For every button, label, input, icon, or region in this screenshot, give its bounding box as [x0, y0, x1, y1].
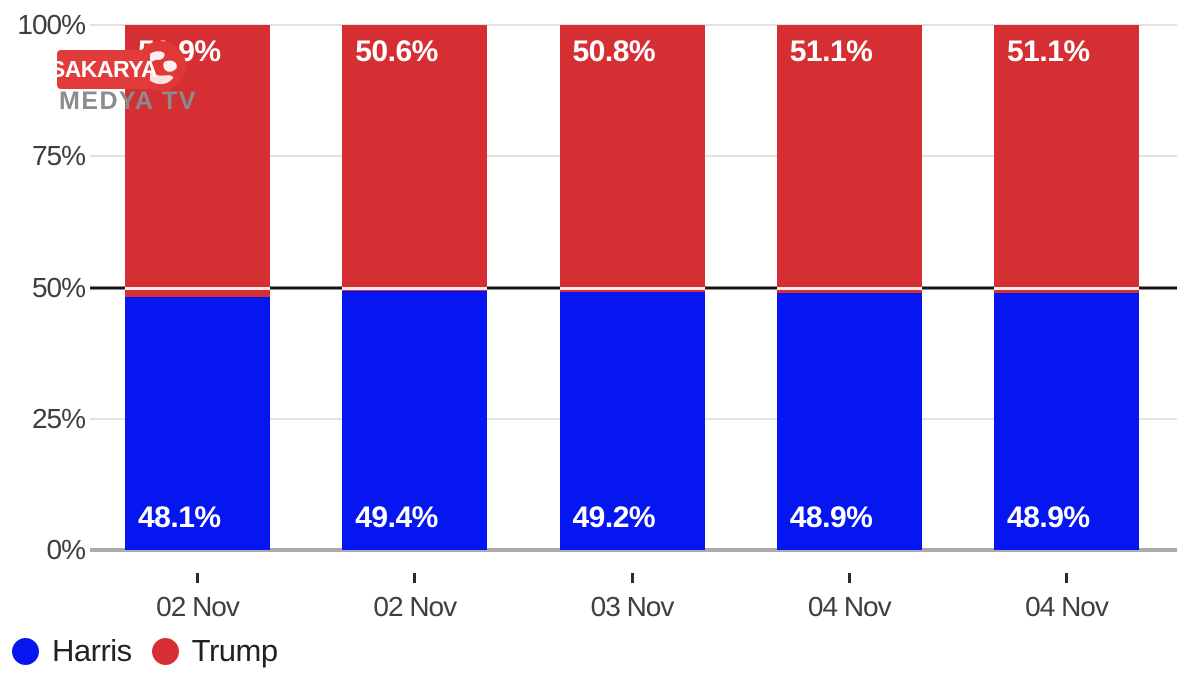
x-axis-labels: 02 Nov 02 Nov 03 Nov 04 Nov 04 Nov	[125, 591, 1139, 625]
harris-value-label: 48.1%	[138, 501, 221, 534]
x-axis-label-4: 04 Nov	[807, 591, 892, 622]
harris-value-label: 48.9%	[789, 501, 873, 534]
bar-segment-harris[interactable]: 48.1%	[125, 297, 270, 550]
logo-text-secondary: MEDYA TV	[59, 87, 197, 115]
y-axis-label-25: 25%	[31, 402, 86, 434]
y-axis-label-0: 0%	[46, 534, 86, 565]
bar-column-4: 51.1% 48.9%	[776, 25, 922, 550]
bar-segment-trump[interactable]: 51.1%	[994, 25, 1139, 294]
bar-column-5: 51.1% 48.9%	[994, 25, 1139, 550]
station-watermark: SAKARYA MEDYA TV	[50, 41, 207, 116]
x-axis-label-3: 03 Nov	[590, 591, 675, 622]
legend: Harris Trump	[12, 633, 278, 669]
x-axis-ticks	[125, 573, 1139, 585]
bar-segment-harris[interactable]: 49.2%	[559, 291, 705, 550]
x-tick-4	[847, 573, 851, 583]
bar-segment-trump[interactable]: 50.6%	[342, 25, 488, 291]
harris-value-label: 49.2%	[572, 501, 656, 534]
bar-segment-trump[interactable]: 50.8%	[559, 25, 705, 292]
x-tick-3	[630, 573, 634, 583]
logo-badge: SAKARYA	[50, 50, 158, 89]
harris-value-label: 48.9%	[1007, 501, 1090, 534]
bar-segment-harris[interactable]: 49.4%	[342, 290, 488, 550]
gridline-0	[90, 548, 1177, 552]
y-axis-label-100: 100%	[17, 9, 86, 40]
legend-dot-harris	[12, 637, 39, 665]
bar-column-3: 50.8% 49.2%	[559, 25, 705, 550]
x-axis-label-2: 02 Nov	[373, 591, 457, 622]
legend-item-harris[interactable]: Harris	[12, 633, 132, 669]
legend-label-trump: Trump	[191, 633, 278, 668]
x-axis-label-1: 02 Nov	[156, 591, 240, 622]
legend-dot-trump	[151, 637, 179, 665]
y-axis-label-50: 50%	[31, 271, 86, 303]
trump-value-label: 50.6%	[355, 35, 438, 68]
harris-value-label: 49.4%	[355, 501, 438, 534]
logo-text-primary: SAKARYA	[49, 56, 158, 82]
legend-item-trump[interactable]: Trump	[151, 633, 278, 669]
x-tick-5	[1065, 573, 1068, 583]
trump-value-label: 50.8%	[572, 35, 656, 68]
bar-segment-trump[interactable]: 51.1%	[776, 25, 922, 294]
x-tick-1	[196, 573, 199, 583]
x-tick-2	[413, 573, 417, 583]
x-axis-label-5: 04 Nov	[1025, 591, 1109, 622]
legend-label-harris: Harris	[52, 633, 132, 668]
bar-column-2: 50.6% 49.4%	[342, 25, 488, 550]
bar-segment-harris[interactable]: 48.9%	[994, 293, 1139, 550]
bar-segment-harris[interactable]: 48.9%	[776, 293, 922, 550]
trump-value-label: 51.1%	[1007, 35, 1090, 68]
bar-series-container: 51.9%48.1%50.6%49.4%50.8%49.2%51.1%48.9%…	[125, 25, 1139, 550]
y-axis-label-75: 75%	[31, 140, 86, 172]
trump-value-label: 51.1%	[789, 35, 873, 68]
